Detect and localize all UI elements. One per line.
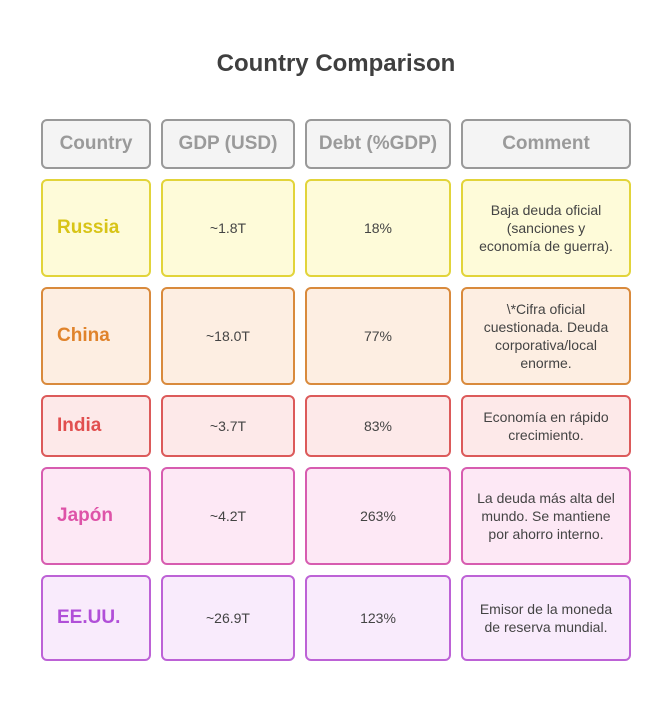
debt-cell: 83% <box>305 395 451 457</box>
debt-cell: 77% <box>305 287 451 385</box>
comment-cell: Economía en rápido crecimiento. <box>461 395 631 457</box>
country-cell: India <box>41 395 151 457</box>
country-cell: Japón <box>41 467 151 565</box>
gdp-cell: ~4.2T <box>161 467 295 565</box>
gdp-cell: ~26.9T <box>161 575 295 661</box>
header-comment: Comment <box>461 119 631 169</box>
comment-cell: \*Cifra oficial cuestionada. Deuda corpo… <box>461 287 631 385</box>
comment-cell: Baja deuda oficial (sanciones y economía… <box>461 179 631 277</box>
country-cell: China <box>41 287 151 385</box>
country-cell: Russia <box>41 179 151 277</box>
debt-cell: 263% <box>305 467 451 565</box>
debt-cell: 123% <box>305 575 451 661</box>
comment-cell: La deuda más alta del mundo. Se mantiene… <box>461 467 631 565</box>
header-country: Country <box>41 119 151 169</box>
country-cell: EE.UU. <box>41 575 151 661</box>
header-gdp: GDP (USD) <box>161 119 295 169</box>
page-title: Country Comparison <box>216 50 456 77</box>
debt-cell: 18% <box>305 179 451 277</box>
comment-cell: Emisor de la moneda de reserva mundial. <box>461 575 631 661</box>
header-debt: Debt (%GDP) <box>305 119 451 169</box>
gdp-cell: ~18.0T <box>161 287 295 385</box>
gdp-cell: ~3.7T <box>161 395 295 457</box>
gdp-cell: ~1.8T <box>161 179 295 277</box>
